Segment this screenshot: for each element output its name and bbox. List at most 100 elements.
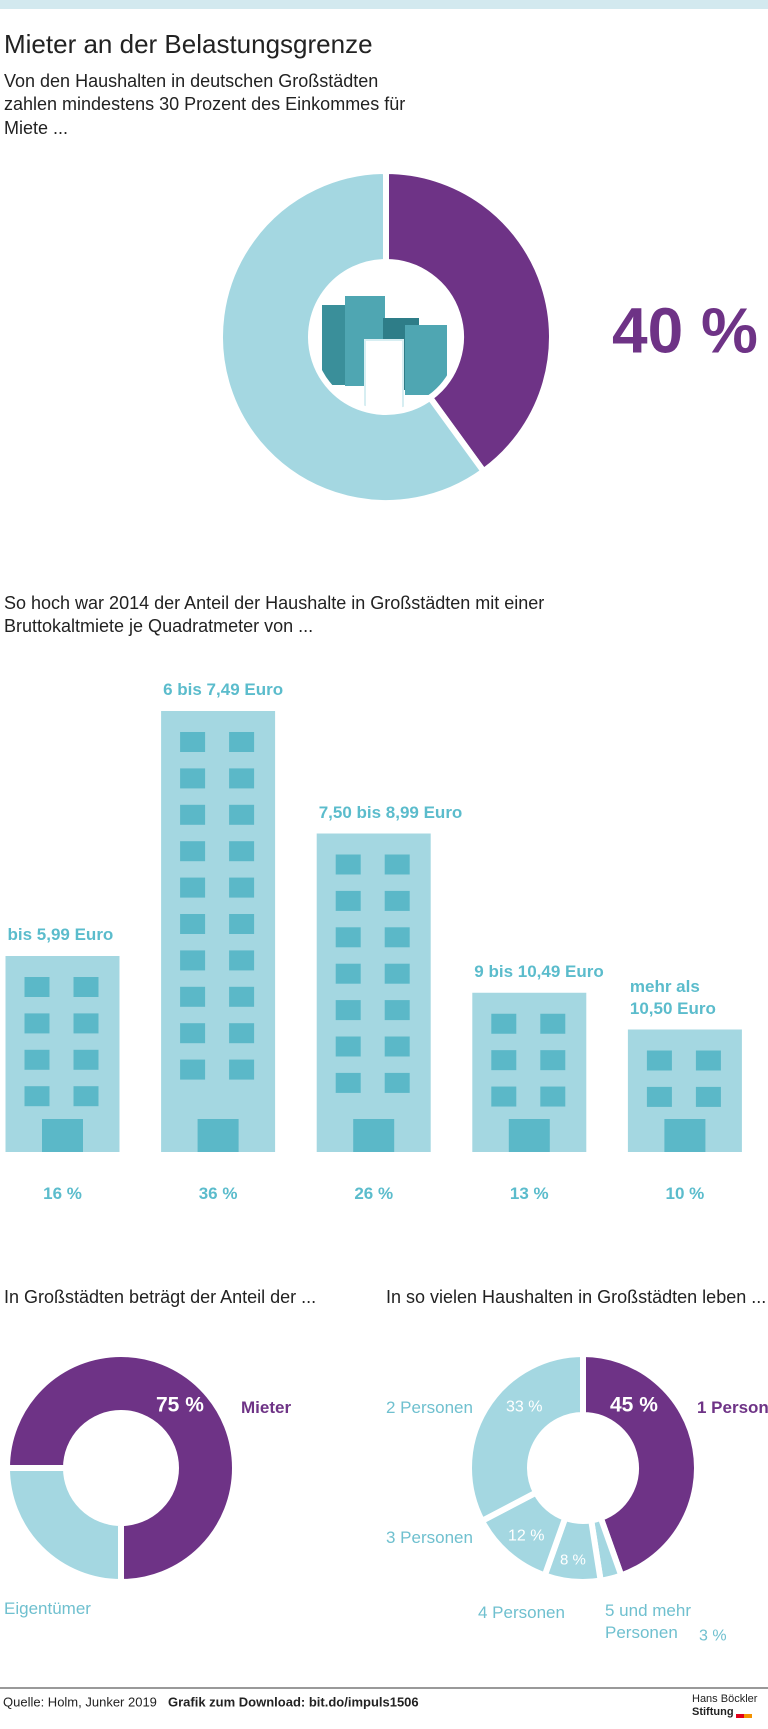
bar <box>316 833 431 1152</box>
chart-title: In so vielen Haushalten in Großstädten l… <box>386 1287 767 1307</box>
window <box>229 1023 255 1044</box>
window <box>24 1013 50 1034</box>
value-label: 13 % <box>509 1183 549 1203</box>
value-label: 40 % <box>612 294 758 367</box>
window <box>335 1000 361 1021</box>
window <box>180 986 206 1007</box>
window <box>229 877 255 898</box>
window <box>24 1086 50 1107</box>
category-label: 1 Person <box>697 1397 768 1417</box>
logo-text: Stiftung <box>692 1706 734 1718</box>
window <box>491 1050 517 1071</box>
door <box>664 1119 706 1152</box>
window <box>229 732 255 752</box>
category-label: Eigentümer <box>4 1598 91 1618</box>
donut-segment <box>3 1351 238 1586</box>
window <box>180 768 206 789</box>
bar <box>161 711 276 1152</box>
donut-segment <box>3 1465 124 1586</box>
window <box>180 1059 206 1080</box>
window <box>384 963 410 984</box>
donut-segment <box>466 1350 586 1525</box>
value-label: 45 % <box>610 1393 658 1417</box>
logo-text: Hans Böckler <box>692 1693 758 1705</box>
window <box>229 950 255 971</box>
value-label: 75 % <box>156 1393 204 1417</box>
value-label: 36 % <box>198 1183 238 1203</box>
category-label: 6 bis 7,49 Euro <box>163 679 284 699</box>
window <box>540 1050 566 1071</box>
building-icon <box>322 296 447 411</box>
window <box>180 1023 206 1044</box>
window <box>384 927 410 948</box>
window <box>180 732 206 752</box>
category-label: 9 bis 10,49 Euro <box>474 961 604 981</box>
window <box>335 854 361 875</box>
category-label: 5 und mehr Personen <box>605 1601 691 1643</box>
window <box>384 854 410 875</box>
category-label: Mieter <box>241 1397 292 1417</box>
door <box>353 1119 395 1152</box>
window <box>229 768 255 789</box>
donut-segment <box>217 167 488 506</box>
category-label: bis 5,99 Euro <box>7 924 114 944</box>
value-label: 8 % <box>560 1551 586 1569</box>
window <box>695 1050 721 1071</box>
chart-subtitle: Von den Haushalten in deutschen Großstäd… <box>4 71 406 138</box>
door <box>42 1119 83 1152</box>
window <box>180 841 206 862</box>
value-label: 10 % <box>665 1183 705 1203</box>
window <box>540 1013 566 1034</box>
window <box>491 1013 517 1034</box>
door <box>197 1119 239 1152</box>
chart-title: Mieter an der Belastungsgrenze <box>4 29 373 59</box>
download-link: Grafik zum Download: bit.do/impuls1506 <box>168 1694 419 1710</box>
window <box>491 1086 517 1107</box>
source: Quelle: Holm, Junker 2019 <box>3 1694 157 1710</box>
window <box>73 1013 99 1034</box>
window <box>24 977 50 997</box>
donut-segment <box>383 167 555 476</box>
window <box>229 1059 255 1080</box>
window <box>384 890 410 911</box>
window <box>540 1086 566 1107</box>
category-label: mehr als 10,50 Euro <box>629 976 716 1018</box>
value-label: 3 % <box>699 1627 727 1645</box>
window <box>335 963 361 984</box>
top-strip <box>0 0 768 9</box>
chart-subtitle: So hoch war 2014 der Anteil der Haushalt… <box>4 593 545 637</box>
window <box>73 1049 99 1070</box>
window <box>180 804 206 825</box>
window <box>73 1086 99 1107</box>
window <box>229 914 255 934</box>
window <box>384 1036 410 1057</box>
door <box>508 1119 550 1152</box>
window <box>229 804 255 825</box>
category-label: 7,50 bis 8,99 Euro <box>318 802 463 822</box>
value-label: 16 % <box>43 1183 82 1203</box>
window <box>73 977 99 997</box>
window <box>229 841 255 862</box>
window <box>229 986 255 1007</box>
category-label: 3 Personen <box>386 1527 473 1547</box>
window <box>646 1050 672 1071</box>
value-label: 12 % <box>508 1527 545 1545</box>
window <box>24 1049 50 1070</box>
value-label: 33 % <box>506 1398 543 1416</box>
category-label: 2 Personen <box>386 1397 473 1417</box>
donut-segment <box>580 1350 700 1580</box>
window <box>384 1000 410 1021</box>
window <box>180 950 206 971</box>
window <box>180 914 206 934</box>
window <box>335 1072 361 1093</box>
window <box>695 1086 721 1107</box>
logo-mark <box>744 1714 752 1718</box>
window <box>335 890 361 911</box>
category-label: 4 Personen <box>478 1602 565 1622</box>
chart-title: In Großstädten beträgt der Anteil der ..… <box>4 1287 317 1307</box>
value-label: 26 % <box>354 1183 394 1203</box>
window <box>335 927 361 948</box>
window <box>646 1086 672 1107</box>
